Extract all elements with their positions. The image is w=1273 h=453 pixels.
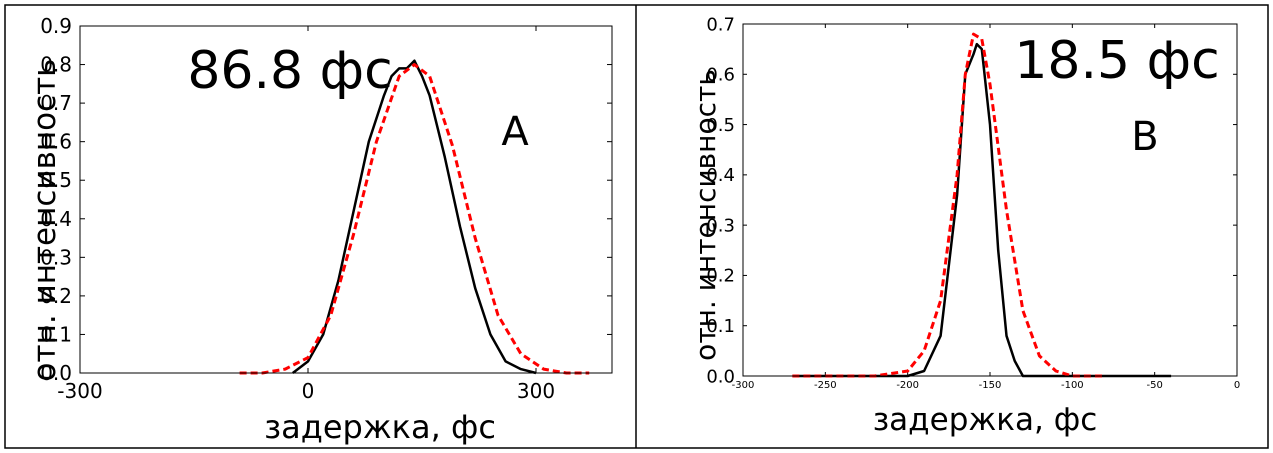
panel-a-ytick-label: 0.8 bbox=[40, 53, 72, 77]
panel-a-xtick-label: -300 bbox=[57, 379, 102, 403]
panel-a-xtick-label: 300 bbox=[517, 379, 555, 403]
panel-b-ytick-label: 0.2 bbox=[706, 266, 735, 287]
panel-a-ytick-label: 0.9 bbox=[40, 14, 72, 38]
panel-a-ytick-label: 0.4 bbox=[40, 207, 72, 231]
panel-b-xtick-label: -300 bbox=[732, 380, 755, 391]
panel-a-series bbox=[239, 59, 590, 375]
panel-a-axes-frame bbox=[79, 25, 613, 374]
panel-b-ytick-label: 0.7 bbox=[706, 14, 735, 35]
panel-a-fit-line bbox=[239, 63, 590, 375]
panel-b-ytick-label: 0.1 bbox=[706, 316, 735, 337]
panel-a-ylabel: отн. интенсивность bbox=[27, 59, 63, 382]
panel-b-xticks: -300 -250 -200 -150 -100 -50 0 bbox=[732, 24, 1240, 391]
panel-a-ytick-label: 0.0 bbox=[40, 361, 72, 385]
panel-b-fit-line bbox=[792, 32, 1106, 378]
panel-b-xtick-label: -150 bbox=[979, 380, 1002, 391]
panel-a-annotation: 86.8 фс bbox=[187, 41, 392, 101]
panel-a-xlabel: задержка, фс bbox=[264, 408, 496, 446]
panel-a-ytick-label: 0.7 bbox=[40, 91, 72, 115]
panel-a: отн. интенсивность 0.0 0.1 0.2 0.3 0.4 0.5 0.6… bbox=[27, 14, 613, 446]
panel-a-measured-line bbox=[292, 59, 537, 375]
panel-b-ylabel: отн. интенсивность bbox=[689, 69, 722, 361]
panel-b-ytick-label: 0.5 bbox=[706, 115, 735, 136]
panel-b-ytick-label: 0.4 bbox=[706, 165, 735, 186]
panel-a-ytick-label: 0.2 bbox=[40, 284, 72, 308]
panel-b-yticks: 0.0 0.1 0.2 0.3 0.4 0.5 0.6 0.7 bbox=[706, 14, 1237, 387]
panel-b-axes-frame bbox=[742, 23, 1238, 377]
panel-b-xtick-label: -200 bbox=[896, 380, 919, 391]
panel-a-ytick-label: 0.3 bbox=[40, 245, 72, 269]
panel-a-ytick-label: 0.5 bbox=[40, 168, 72, 192]
panel-b: отн. интенсивность 0.0 0.1 0.2 0.3 0.4 0.5 0.6… bbox=[689, 14, 1240, 438]
panel-b-xtick-label: 0 bbox=[1234, 380, 1240, 391]
panel-a-label: A bbox=[501, 109, 529, 155]
panel-a-ytick-label: 0.1 bbox=[40, 322, 72, 346]
panel-b-xtick-label: -100 bbox=[1061, 380, 1084, 391]
panel-b-xtick-label: -250 bbox=[814, 380, 837, 391]
panel-a-ytick-label: 0.6 bbox=[40, 130, 72, 154]
panel-b-ytick-label: 0.0 bbox=[706, 366, 735, 387]
panel-b-ytick-label: 0.3 bbox=[706, 215, 735, 236]
panel-b-annotation: 18.5 фс bbox=[1014, 31, 1219, 91]
panel-b-label: B bbox=[1131, 114, 1158, 160]
panel-b-ytick-label: 0.6 bbox=[706, 65, 735, 86]
panel-a-xticks: -300 0 300 bbox=[57, 26, 555, 403]
panel-b-xlabel: задержка, фс bbox=[873, 402, 1098, 438]
panel-a-yticks: 0.0 0.1 0.2 0.3 0.4 0.5 0.6 0.7 0.8 0.9 bbox=[40, 14, 612, 385]
panel-a-xtick-label: 0 bbox=[302, 379, 315, 403]
panel-b-xtick-label: -50 bbox=[1146, 380, 1162, 391]
